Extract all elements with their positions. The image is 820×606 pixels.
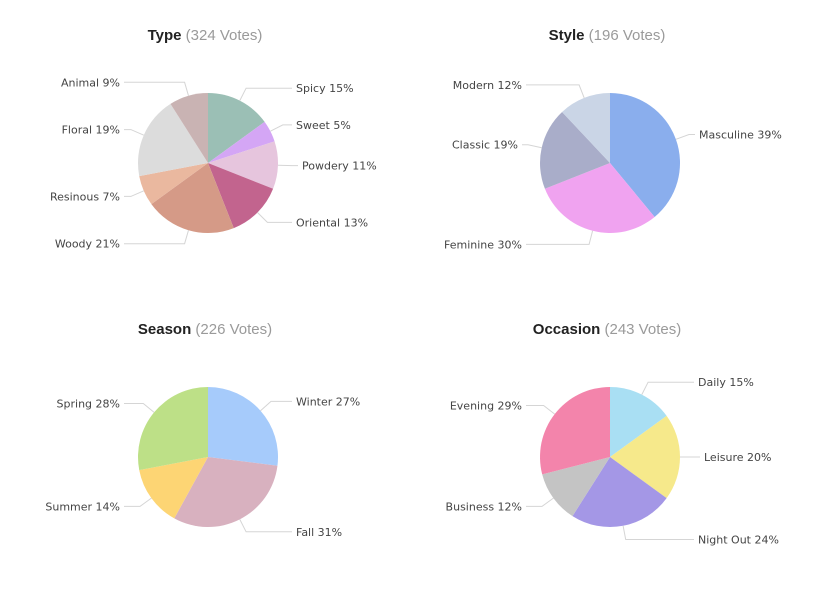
chart-title-season-name: Season	[137, 321, 192, 338]
leader-line-type-floral	[124, 129, 144, 136]
data-label-style-modern: Modern 12%	[453, 79, 522, 92]
pie-slice-type-powdery[interactable]	[208, 141, 278, 189]
data-label-style-masculine: Masculine 39%	[699, 129, 782, 142]
leader-line-season-fall	[239, 519, 292, 533]
leader-line-occasion-night-out	[622, 525, 694, 540]
data-label-occasion-night-out: Night Out 24%	[698, 534, 779, 547]
pie-slice-season-summer[interactable]	[139, 457, 208, 519]
chart-title-style: Style (196 Votes)	[402, 27, 812, 44]
chart-title-type: Type (324 Votes)	[0, 27, 410, 44]
data-label-type-resinous: Resinous 7%	[50, 190, 120, 203]
chart-panel-style: Style (196 Votes) Masculine 39% Feminine …	[402, 0, 812, 290]
pie-slice-type-spicy[interactable]	[208, 93, 265, 163]
data-label-type-floral: Floral 19%	[62, 124, 120, 137]
pie-slice-occasion-night-out[interactable]	[572, 457, 667, 527]
pie-slice-type-animal[interactable]	[170, 93, 208, 163]
leader-line-type-woody	[124, 230, 189, 245]
leader-line-type-resinous	[124, 190, 144, 197]
chart-title-occasion: Occasion (243 Votes)	[402, 321, 812, 338]
leader-line-season-winter	[260, 400, 292, 412]
leader-line-type-animal	[124, 81, 189, 96]
pie-slice-occasion-leisure[interactable]	[610, 415, 680, 499]
data-label-style-classic: Classic 19%	[452, 139, 518, 152]
pie-slice-type-sweet[interactable]	[208, 121, 275, 163]
chart-title-season: Season (226 Votes)	[0, 321, 410, 338]
chart-panel-occasion: Occasion (243 Votes) Daily 15% Leisure 20…	[402, 294, 812, 584]
data-label-occasion-daily: Daily 15%	[698, 376, 754, 389]
chart-subtitle-occasion-votes: (243 Votes)	[604, 321, 682, 338]
data-label-season-spring: Spring 28%	[57, 398, 120, 411]
data-label-occasion-evening: Evening 29%	[450, 400, 522, 413]
leader-line-style-modern	[526, 84, 585, 99]
chart-title-occasion-name: Occasion	[532, 321, 601, 338]
chart-title-style-name: Style	[548, 27, 585, 44]
pie-slice-type-woody[interactable]	[151, 163, 234, 233]
chart-title-type-name: Type	[147, 27, 182, 44]
data-label-type-oriental: Oriental 13%	[296, 216, 368, 229]
chart-panel-season: Season (226 Votes) Winter 27% Fall 31% Sum…	[0, 294, 410, 584]
chart-subtitle-season-votes: (226 Votes)	[195, 321, 273, 338]
pie-slice-season-winter[interactable]	[208, 387, 279, 466]
data-label-season-fall: Fall 31%	[296, 526, 342, 539]
pie-slice-season-spring[interactable]	[137, 387, 208, 471]
leader-line-occasion-evening	[526, 405, 556, 415]
data-label-type-powdery: Powdery 11%	[302, 160, 377, 173]
chart-subtitle-type-votes: (324 Votes)	[185, 27, 263, 44]
data-label-season-winter: Winter 27%	[296, 395, 360, 408]
data-label-type-animal: Animal 9%	[61, 76, 120, 89]
leader-line-type-spicy	[239, 87, 292, 101]
data-label-type-woody: Woody 21%	[55, 238, 120, 251]
leader-line-season-summer	[124, 497, 152, 507]
data-label-occasion-business: Business 12%	[446, 500, 522, 513]
pie-slice-style-modern[interactable]	[562, 93, 610, 163]
leader-line-type-sweet	[270, 124, 292, 132]
pie-slice-style-feminine[interactable]	[544, 163, 655, 234]
leader-line-occasion-daily	[641, 381, 694, 395]
pie-slice-season-fall[interactable]	[174, 457, 278, 527]
pie-slice-type-resinous[interactable]	[139, 163, 208, 205]
pie-slice-style-masculine[interactable]	[610, 93, 681, 217]
pie-slice-occasion-evening[interactable]	[540, 387, 610, 475]
data-label-season-summer: Summer 14%	[45, 500, 120, 513]
leader-line-type-oriental	[257, 212, 292, 223]
pie-chart-type: Spicy 15% Sweet 5% Powdery 11% Oriental 13%…	[50, 76, 377, 251]
data-label-style-feminine: Feminine 30%	[444, 238, 522, 251]
pie-slice-type-floral[interactable]	[137, 103, 208, 177]
chart-panel-type: Type (324 Votes) Spicy 15% Sweet 5% Powder…	[0, 0, 410, 290]
chart-subtitle-style-votes: (196 Votes)	[588, 27, 666, 44]
leader-line-season-spring	[124, 403, 155, 413]
leader-line-occasion-business	[526, 497, 554, 507]
leader-line-style-feminine	[526, 230, 594, 245]
pie-slice-type-oriental[interactable]	[208, 163, 274, 229]
data-label-type-spicy: Spicy 15%	[296, 82, 354, 95]
pie-chart-style: Masculine 39% Feminine 30% Classic 19% Mode…	[444, 79, 782, 251]
data-label-type-sweet: Sweet 5%	[296, 119, 351, 132]
pie-slice-occasion-business[interactable]	[542, 457, 610, 517]
pie-chart-occasion: Daily 15% Leisure 20% Night Out 24% Busines…	[446, 376, 779, 547]
data-label-occasion-leisure: Leisure 20%	[704, 451, 771, 464]
leader-line-style-masculine	[675, 134, 695, 140]
leader-line-style-classic	[522, 144, 542, 149]
pie-chart-season: Winter 27% Fall 31% Summer 14% Spring 28%	[45, 387, 360, 539]
pie-slice-style-classic[interactable]	[540, 111, 610, 189]
pie-slice-occasion-daily[interactable]	[610, 387, 667, 457]
